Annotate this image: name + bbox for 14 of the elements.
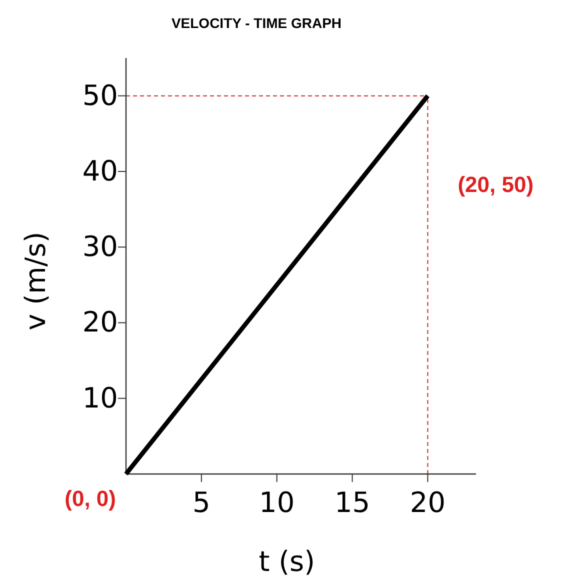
y-tick-label: 40 xyxy=(82,154,118,188)
annotation: (0, 0) xyxy=(64,486,116,511)
y-tick-label: 30 xyxy=(82,230,118,264)
chart-title: VELOCITY - TIME GRAPH xyxy=(171,15,342,31)
annotation: (20, 50) xyxy=(458,172,534,197)
y-tick-label: 50 xyxy=(82,78,118,112)
x-tick-label: 10 xyxy=(259,486,295,519)
y-tick-label: 10 xyxy=(82,381,118,414)
x-tick-label: 5 xyxy=(192,486,210,519)
x-tick-label: 15 xyxy=(334,486,370,519)
x-axis-title: t (s) xyxy=(258,545,316,578)
y-tick-label: 20 xyxy=(82,306,118,339)
x-tick-label: 20 xyxy=(410,486,446,519)
y-axis-title: v (m/s) xyxy=(19,232,52,330)
